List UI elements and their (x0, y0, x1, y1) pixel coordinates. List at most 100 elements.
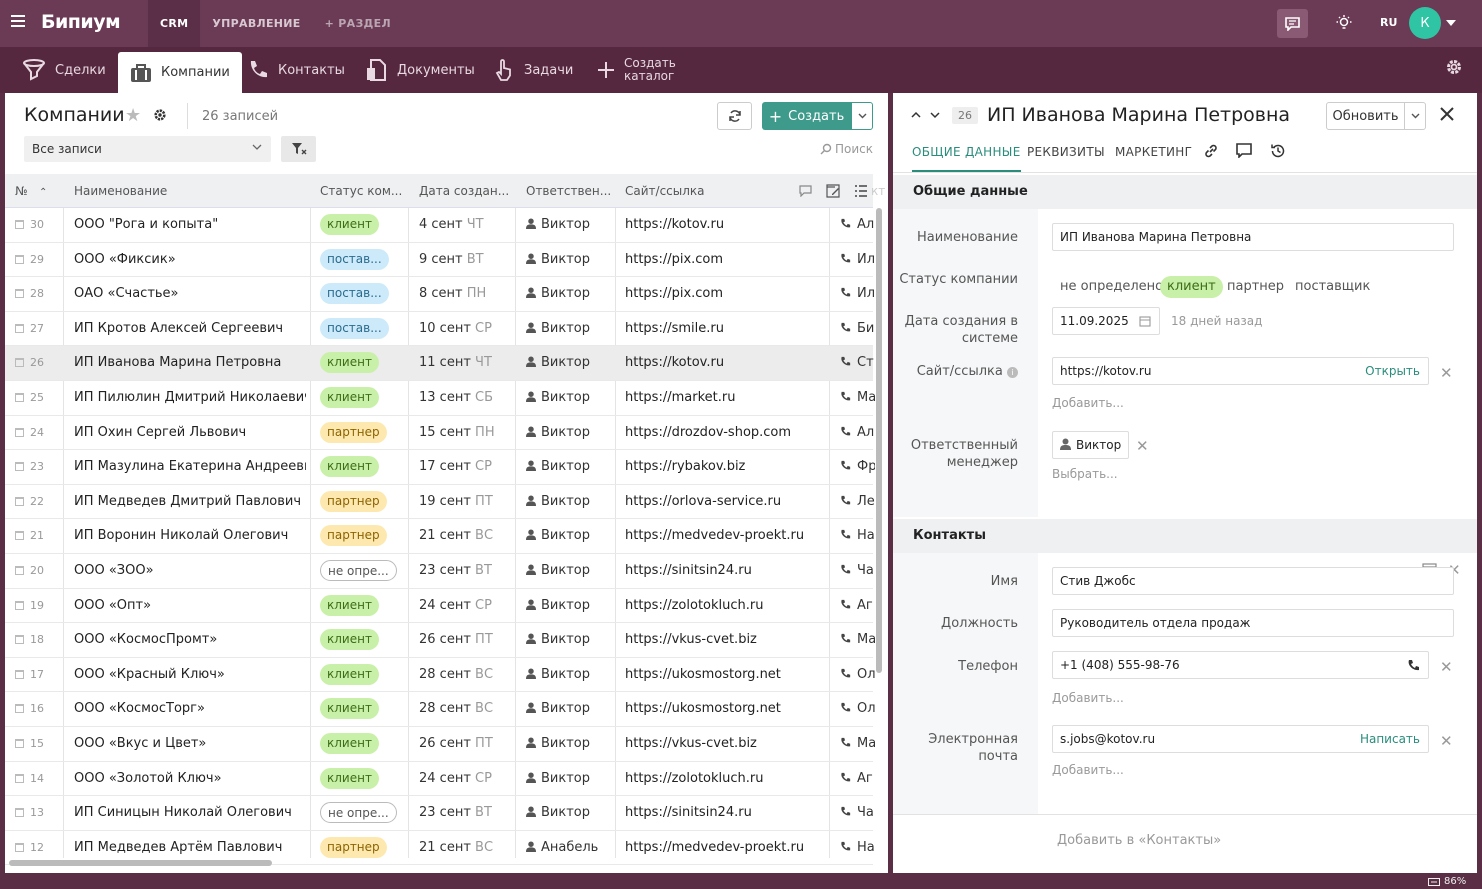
theme-bulb-icon[interactable] (1336, 14, 1352, 32)
contact-phone[interactable]: Ил (840, 277, 875, 311)
tab-create-catalog[interactable]: Создать каталог (597, 47, 676, 93)
company-name[interactable]: ООО «Золотой Ключ» (74, 770, 222, 786)
company-name[interactable]: ООО "Рога и копыта" (74, 217, 219, 232)
company-name[interactable]: ОАО «Счастье» (74, 286, 179, 302)
remove-phone-icon[interactable]: ✕ (1440, 658, 1453, 676)
comment-icon[interactable] (1236, 143, 1252, 158)
hamburger-menu-icon[interactable] (11, 15, 25, 31)
company-name[interactable]: ООО «КосмосТорг» (74, 701, 205, 717)
site-link[interactable]: https://zolotokluch.ru (625, 597, 764, 613)
email-input[interactable]: s.jobs@kotov.ru Написать (1052, 725, 1429, 753)
company-name[interactable]: ИП Воронин Николай Олегович (74, 528, 289, 544)
chevron-up-icon[interactable] (911, 111, 921, 119)
site-link[interactable]: https://rybakov.biz (625, 459, 746, 475)
contact-phone[interactable]: Ча (840, 554, 875, 588)
contact-name-input[interactable]: Стив Джобс (1052, 567, 1454, 595)
contact-phone[interactable]: Ле (840, 485, 875, 519)
site-input[interactable]: https://kotov.ru Открыть (1052, 357, 1429, 385)
remove-manager-icon[interactable]: ✕ (1136, 437, 1149, 455)
site-link[interactable]: https://drozdov-shop.com (625, 424, 792, 440)
site-link[interactable]: https://market.ru (625, 390, 736, 405)
table-row[interactable]: 19 ООО «Опт» клиент 24 сент СР Виктор https:/… (5, 589, 873, 624)
filter-button[interactable] (281, 136, 316, 162)
chevron-down-icon[interactable] (1446, 20, 1456, 26)
site-link[interactable]: https://medvedev-proekt.ru (625, 839, 805, 855)
company-name[interactable]: ИП Пилюлин Дмитрий Николаевич (74, 390, 306, 405)
open-link[interactable]: Открыть (1365, 364, 1420, 378)
table-row[interactable]: 21 ИП Воронин Николай Олегович партнер 21 с… (5, 519, 875, 554)
status-option-supplier[interactable]: поставщик (1295, 279, 1371, 294)
phone-call-icon[interactable] (1407, 659, 1420, 672)
company-name[interactable]: ИП Иванова Марина Петровна (74, 355, 282, 371)
company-name[interactable]: ИП Медведев Артём Павлович (74, 839, 283, 855)
contact-phone[interactable]: Би (840, 312, 875, 346)
site-link[interactable]: https://vkus-cvet.biz (625, 632, 757, 648)
contact-phone[interactable]: На (840, 831, 875, 865)
create-button[interactable]: + Создать (762, 102, 851, 130)
star-icon[interactable]: ★ (125, 105, 142, 126)
history-icon[interactable] (1270, 143, 1286, 159)
choose-manager-link[interactable]: Выбрать... (1052, 467, 1118, 481)
table-row[interactable]: 26 ИП Иванова Марина Петровна клиент 11 сен… (5, 346, 874, 381)
site-link[interactable]: https://vkus-cvet.biz (625, 736, 757, 751)
table-row[interactable]: 25 ИП Пилюлин Дмитрий Николаевич клиент 13 … (5, 381, 875, 416)
chat-icon[interactable] (1277, 9, 1308, 38)
tab-documents[interactable]: Документы (366, 47, 475, 93)
table-row[interactable]: 22 ИП Медведев Дмитрий Павлович партнер 19 … (5, 485, 875, 520)
remove-email-icon[interactable]: ✕ (1440, 732, 1453, 750)
col-status-header[interactable]: Статус ком... (320, 184, 403, 198)
table-row[interactable]: 12 ИП Медведев Артём Павлович партнер 21 се… (5, 831, 875, 866)
contact-phone[interactable]: Ча (840, 796, 875, 830)
contact-phone[interactable]: Ма (840, 381, 875, 415)
add-to-contacts-button[interactable]: Добавить в «Контакты» (1057, 833, 1222, 848)
site-link[interactable]: https://sinitsin24.ru (625, 563, 752, 578)
nav-management[interactable]: УПРАВЛЕНИЕ (212, 17, 301, 30)
user-avatar[interactable]: К (1409, 7, 1441, 39)
table-row[interactable]: 20 ООО «ЗОО» не опре... 23 сент ВТ Виктор htt… (5, 554, 875, 589)
tab-deals[interactable]: Сделки (22, 47, 106, 93)
settings-gear-icon[interactable] (1445, 58, 1463, 76)
contact-phone[interactable]: Ма (840, 727, 875, 761)
company-name[interactable]: ИП Кротов Алексей Сергеевич (74, 320, 284, 336)
close-icon[interactable] (1439, 106, 1455, 122)
table-row[interactable]: 27 ИП Кротов Алексей Сергеевич постав... 10… (5, 312, 875, 347)
tab-companies[interactable]: Компании (118, 52, 242, 93)
table-row[interactable]: 23 ИП Мазулина Екатерина Андреевна клиент 1… (5, 450, 875, 485)
table-row[interactable]: 30 ООО "Рога и копыта" клиент 4 сент ЧТ Викт… (5, 208, 874, 243)
table-row[interactable]: 15 ООО «Вкус и Цвет» клиент 26 сент ПТ Викто… (5, 727, 875, 762)
horizontal-scrollbar[interactable] (9, 860, 272, 866)
status-option-undefined[interactable]: не определено (1060, 279, 1164, 294)
table-row[interactable]: 14 ООО «Золотой Ключ» клиент 24 сент СР Викт… (5, 762, 873, 797)
tab-marketing[interactable]: МАРКЕТИНГ (1115, 145, 1193, 159)
write-email-link[interactable]: Написать (1359, 732, 1420, 746)
site-link[interactable]: https://sinitsin24.ru (625, 805, 752, 821)
contact-phone[interactable]: На (840, 519, 875, 553)
list-settings-gear-icon[interactable] (153, 108, 167, 122)
contact-phone[interactable]: Аг (840, 589, 875, 623)
col-site-header[interactable]: Сайт/ссылка (625, 184, 705, 198)
contact-phone[interactable]: Аг (840, 762, 875, 796)
table-row[interactable]: 24 ИП Охин Сергей Львович партнер 15 сент П… (5, 416, 874, 451)
site-link[interactable]: https://zolotokluch.ru (625, 770, 764, 786)
vertical-scrollbar[interactable] (876, 208, 882, 673)
col-name-header[interactable]: Наименование (74, 184, 168, 198)
refresh-button[interactable] (717, 102, 752, 130)
site-link[interactable]: https://ukosmostorg.net (625, 701, 781, 717)
update-button[interactable]: Обновить (1326, 102, 1405, 130)
create-dropdown-button[interactable] (851, 102, 873, 130)
tab-tasks[interactable]: Задачи (493, 47, 573, 93)
nav-crm[interactable]: CRM (148, 0, 201, 47)
tab-general[interactable]: ОБЩИЕ ДАННЫЕ (912, 133, 1021, 172)
language-switch[interactable]: RU (1380, 16, 1398, 29)
edit-columns-icon[interactable] (826, 174, 840, 208)
records-filter-select[interactable]: Все записи (24, 136, 271, 162)
contact-phone[interactable]: Ма (840, 623, 875, 657)
table-row[interactable]: 17 ООО «Красный Ключ» клиент 28 сент ВС Викт… (5, 658, 875, 693)
company-name[interactable]: ИП Мазулина Екатерина Андреевна (74, 459, 306, 475)
company-name[interactable]: ООО «КосмосПромт» (74, 632, 218, 648)
name-input[interactable]: ИП Иванова Марина Петровна (1052, 223, 1454, 251)
site-link[interactable]: https://orlova-service.ru (625, 493, 782, 509)
company-name[interactable]: ООО «Фиксик» (74, 251, 176, 267)
nav-add-section[interactable]: + РАЗДЕЛ (324, 17, 391, 30)
contact-phone[interactable]: Ил (840, 243, 875, 277)
